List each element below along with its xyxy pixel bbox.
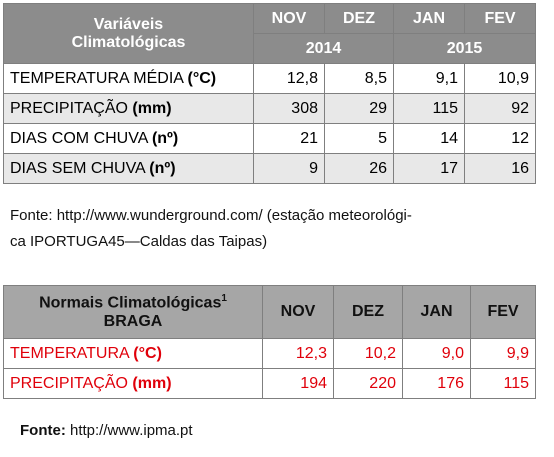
row: TEMPERATURA MÉDIA (°C) 12,8 8,5 9,1 10,9	[3, 63, 536, 94]
value: 9,9	[470, 338, 536, 369]
value: 176	[402, 368, 471, 399]
unit: (°C)	[133, 344, 162, 362]
unit: (°C)	[187, 69, 217, 87]
month: JAN	[393, 3, 465, 34]
footnote-mark: 1	[221, 293, 227, 305]
row-label: TEMPERATURA (°C)	[3, 338, 263, 369]
row-label: DIAS COM CHUVA (nº)	[3, 123, 254, 154]
unit: (nº)	[151, 129, 179, 147]
row-label: DIAS SEM CHUVA (nº)	[3, 153, 254, 184]
value: 12,3	[262, 338, 334, 369]
value: 9,1	[393, 63, 465, 94]
value: 16	[464, 153, 536, 184]
value: 9	[253, 153, 325, 184]
value: 17	[393, 153, 465, 184]
value: 220	[333, 368, 403, 399]
year: 2014	[253, 33, 394, 64]
climate-normals-table: Normais Climatológicas1 BRAGA NOV DEZ JAN…	[3, 285, 536, 399]
value: 14	[393, 123, 465, 154]
label: PRECIPITAÇÃO	[10, 374, 128, 392]
header-title: Normais Climatológicas1 BRAGA	[3, 285, 263, 339]
title-line: Variáveis	[93, 15, 164, 33]
source-url: http://www.ipma.pt	[65, 422, 193, 439]
source-line: http://www.wunderground.com/ (estação me…	[52, 207, 412, 224]
row: DIAS COM CHUVA (nº) 21 5 14 12	[3, 123, 536, 154]
value: 12,8	[253, 63, 325, 94]
label: DIAS SEM CHUVA	[10, 159, 145, 177]
label: PRECIPITAÇÃO	[10, 99, 128, 117]
row: TEMPERATURA (°C) 12,3 10,2 9,0 9,9	[3, 338, 536, 369]
subtitle: BRAGA	[103, 312, 163, 330]
value: 5	[324, 123, 394, 154]
month: FEV	[464, 3, 536, 34]
month: DEZ	[324, 3, 394, 34]
title: Normais Climatológicas	[39, 294, 222, 312]
value: 8,5	[324, 63, 394, 94]
label: DIAS COM CHUVA	[10, 129, 148, 147]
source-label: Fonte:	[20, 422, 66, 439]
unit: (mm)	[132, 374, 172, 392]
title-line: Climatológicas	[71, 33, 186, 51]
row: PRECIPITAÇÃO (mm) 194 220 176 115	[3, 368, 536, 399]
unit: (mm)	[132, 99, 172, 117]
source-note: Fonte: http://www.wunderground.com/ (est…	[10, 203, 412, 255]
value: 194	[262, 368, 334, 399]
month: JAN	[402, 285, 471, 339]
value: 308	[253, 93, 325, 124]
climate-table-2014-2015: Variáveis Climatológicas NOV DEZ JAN FEV …	[3, 3, 536, 184]
value: 115	[393, 93, 465, 124]
unit: (nº)	[149, 159, 176, 177]
month: NOV	[253, 3, 325, 34]
row-label: TEMPERATURA MÉDIA (°C)	[3, 63, 254, 94]
value: 9,0	[402, 338, 471, 369]
year: 2015	[393, 33, 536, 64]
month: NOV	[262, 285, 334, 339]
month: DEZ	[333, 285, 403, 339]
label: TEMPERATURA	[10, 344, 129, 362]
source-line: ca IPORTUGA45—Caldas das Taipas)	[10, 233, 268, 250]
value: 92	[464, 93, 536, 124]
source-note: Fonte: http://www.ipma.pt	[20, 418, 193, 444]
value: 12	[464, 123, 536, 154]
label: TEMPERATURA MÉDIA	[10, 69, 184, 87]
row-label: PRECIPITAÇÃO (mm)	[3, 93, 254, 124]
row: DIAS SEM CHUVA (nº) 9 26 17 16	[3, 153, 536, 184]
row: PRECIPITAÇÃO (mm) 308 29 115 92	[3, 93, 536, 124]
value: 10,9	[464, 63, 536, 94]
value: 29	[324, 93, 394, 124]
value: 26	[324, 153, 394, 184]
row-label: PRECIPITAÇÃO (mm)	[3, 368, 263, 399]
value: 10,2	[333, 338, 403, 369]
value: 115	[470, 368, 536, 399]
month: FEV	[470, 285, 536, 339]
value: 21	[253, 123, 325, 154]
source-label: Fonte:	[10, 207, 53, 224]
header-title: Variáveis Climatológicas	[3, 3, 254, 64]
